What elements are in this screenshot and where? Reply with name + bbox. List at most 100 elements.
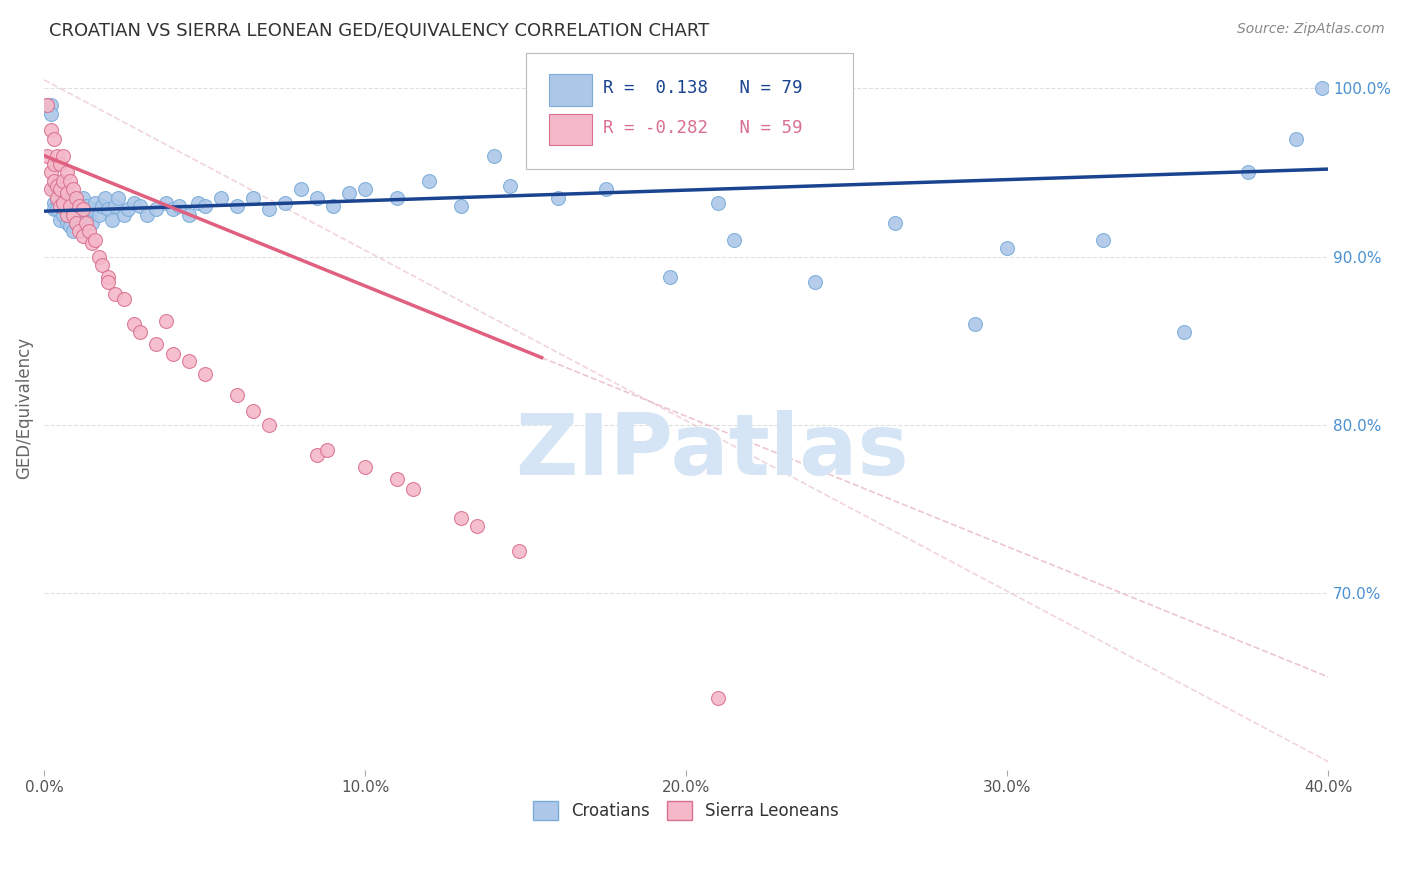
Point: [39, 182, 62, 196]
Point: [129, 326, 152, 340]
Point: [67, 199, 90, 213]
FancyBboxPatch shape: [548, 74, 592, 105]
Point: [55, 165, 77, 179]
Point: [117, 202, 139, 217]
Point: [77, 208, 100, 222]
Point: [52, 191, 75, 205]
Point: [59, 199, 82, 213]
Point: [508, 544, 530, 558]
Point: [75, 199, 97, 213]
Point: [225, 387, 247, 401]
Point: [963, 317, 986, 331]
Point: [46, 178, 69, 193]
Point: [162, 347, 184, 361]
Point: [177, 208, 200, 222]
Point: [49, 199, 72, 213]
Point: [82, 236, 104, 251]
Point: [62, 182, 84, 196]
Point: [72, 191, 94, 205]
Point: [39, 165, 62, 179]
Point: [322, 199, 344, 213]
Point: [155, 195, 177, 210]
Point: [84, 233, 107, 247]
Point: [52, 174, 75, 188]
Point: [72, 212, 94, 227]
Point: [315, 443, 337, 458]
Point: [65, 216, 87, 230]
Point: [87, 250, 110, 264]
Point: [305, 448, 328, 462]
Point: [387, 191, 409, 205]
FancyBboxPatch shape: [548, 113, 592, 145]
Point: [104, 286, 127, 301]
Point: [87, 208, 110, 222]
Point: [49, 212, 72, 227]
Point: [707, 195, 730, 210]
FancyBboxPatch shape: [526, 54, 853, 169]
Point: [257, 202, 280, 217]
Point: [55, 186, 77, 200]
Point: [55, 208, 77, 222]
Point: [257, 417, 280, 432]
Point: [1173, 326, 1195, 340]
Point: [707, 690, 730, 705]
Point: [84, 195, 107, 210]
Point: [354, 460, 377, 475]
Point: [337, 186, 360, 200]
Point: [387, 472, 409, 486]
Point: [77, 224, 100, 238]
Point: [59, 202, 82, 217]
Point: [75, 216, 97, 230]
Point: [46, 148, 69, 162]
Point: [82, 202, 104, 217]
Point: [55, 199, 77, 213]
Point: [547, 191, 569, 205]
Point: [52, 195, 75, 210]
Point: [67, 224, 90, 238]
Point: [42, 157, 65, 171]
Point: [59, 219, 82, 234]
Point: [242, 191, 264, 205]
Point: [145, 337, 167, 351]
Point: [39, 123, 62, 137]
Point: [595, 182, 617, 196]
Point: [90, 199, 112, 213]
Point: [90, 258, 112, 272]
Point: [129, 199, 152, 213]
Point: [49, 157, 72, 171]
Point: [104, 199, 127, 213]
Point: [135, 208, 157, 222]
Point: [354, 182, 377, 196]
Point: [62, 208, 84, 222]
Point: [883, 216, 905, 230]
Point: [75, 216, 97, 230]
Point: [49, 199, 72, 213]
Point: [65, 195, 87, 210]
Point: [42, 132, 65, 146]
Point: [274, 195, 297, 210]
Point: [659, 269, 682, 284]
Point: [122, 195, 145, 210]
Point: [467, 519, 489, 533]
Point: [995, 241, 1018, 255]
Point: [52, 148, 75, 162]
Point: [107, 191, 129, 205]
Point: [97, 275, 120, 289]
Point: [49, 182, 72, 196]
Point: [155, 313, 177, 327]
Point: [55, 216, 77, 230]
Point: [1092, 233, 1115, 247]
Point: [97, 269, 120, 284]
Point: [305, 191, 328, 205]
Point: [42, 195, 65, 210]
Point: [42, 202, 65, 217]
Y-axis label: GED/Equivalency: GED/Equivalency: [15, 337, 32, 479]
Point: [209, 191, 232, 205]
Point: [1237, 165, 1260, 179]
Point: [37, 148, 59, 162]
Point: [290, 182, 312, 196]
Point: [482, 148, 505, 162]
Point: [194, 199, 217, 213]
Point: [225, 199, 247, 213]
Text: R =  0.138   N = 79: R = 0.138 N = 79: [603, 79, 803, 97]
